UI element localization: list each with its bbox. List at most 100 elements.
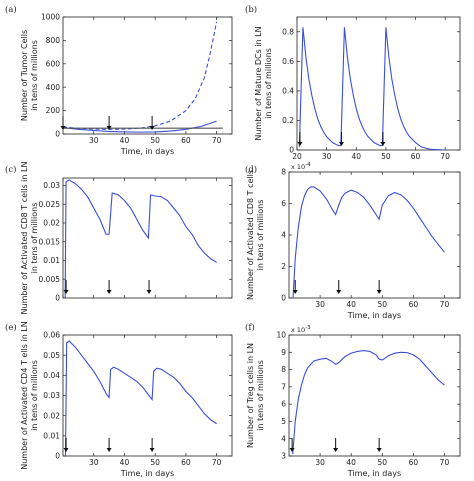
y-tick-label: 2 (281, 262, 286, 271)
x-tick-label: 50 (150, 458, 160, 467)
x-tick-label: 30 (315, 458, 325, 467)
y-tick-label: 7 (281, 382, 286, 391)
axes-frame (296, 16, 461, 151)
y-tick-label: 0 (55, 130, 60, 139)
y-axis-label-line: in tens of millions (264, 48, 273, 119)
y-tick-label: 0.2 (282, 116, 294, 125)
x-tick-label: 40 (346, 458, 356, 467)
x-tick-label: 70 (440, 458, 450, 467)
axes-frame (62, 177, 233, 299)
x-tick-label: 60 (181, 458, 191, 467)
axis-exponent: x 10-3 (291, 325, 311, 334)
axes-frame (288, 171, 461, 299)
treatment-arrow-head (106, 290, 112, 294)
treatment-arrow-head (149, 126, 155, 130)
treatment-arrow-head (376, 448, 382, 452)
series-line-solid (64, 340, 217, 456)
x-tick-label: 20 (292, 152, 302, 161)
treatment-arrow-head (292, 290, 298, 294)
y-axis-label-line: in tens of millions (30, 360, 39, 431)
x-tick-label: 50 (377, 300, 387, 309)
y-axis-label-line: in tens of millions (256, 360, 265, 431)
treatment-arrow-head (146, 290, 152, 294)
axis-exponent-power: -4 (305, 162, 311, 168)
y-tick-label: 0.005 (39, 275, 61, 284)
axes-frame (62, 16, 233, 135)
y-tick-label: 0 (289, 146, 294, 155)
y-tick-label: 6 (281, 199, 286, 208)
treatment-arrow-head (380, 142, 386, 146)
x-tick-label: 60 (409, 300, 419, 309)
y-tick-label: 0.05 (43, 351, 60, 360)
treatment-arrow-head (63, 290, 69, 294)
x-tick-label: 40 (120, 458, 130, 467)
y-axis-label-line: Number of Activated CD4 T ells in LN (20, 321, 29, 470)
treatment-arrow-head (297, 142, 303, 146)
x-axis-label: Time, in days (120, 147, 174, 156)
panel-label: (f) (245, 322, 255, 333)
series-line-solid (64, 179, 217, 298)
y-tick-label: 0.6 (282, 57, 294, 66)
y-tick-label: 0.025 (39, 200, 61, 209)
y-tick-label: 0 (55, 294, 60, 303)
y-tick-label: 0.015 (39, 237, 61, 246)
y-tick-label: 3 (281, 452, 286, 461)
axes-frame (62, 334, 233, 457)
y-tick-label: 200 (46, 106, 61, 115)
x-tick-label: 70 (212, 458, 222, 467)
y-tick-label: 0.4 (282, 86, 294, 95)
panel-label: (d) (245, 164, 257, 175)
y-tick-label: 10 (276, 331, 286, 340)
y-tick-label: 4 (281, 231, 286, 240)
y-tick-label: 5 (281, 417, 286, 426)
y-axis-label-line: in tens of millions (256, 200, 265, 271)
panel-b: (b) 0 0.2 0.4 0.6 0.8 20 30 40 50 60 70 Number of Ma… (245, 4, 461, 161)
y-tick-label: 6 (281, 400, 286, 409)
y-tick-label: 600 (46, 59, 61, 68)
y-axis-label-line: Number of Activated CD8 T cells (246, 170, 255, 300)
y-tick-label: 0.01 (43, 256, 60, 265)
panel-e: (e) 0 0.01 0.02 0.03 0.04 0.05 0.06 30 40 50 60 70 Ti… (5, 321, 233, 478)
x-tick-label: 40 (120, 136, 130, 145)
y-tick-label: 0 (55, 452, 60, 461)
treatment-arrow-head (289, 448, 295, 452)
x-tick-label: 70 (440, 152, 450, 161)
x-tick-label: 60 (181, 136, 191, 145)
panel-label: (e) (5, 322, 17, 333)
y-tick-label: 9 (281, 348, 286, 357)
series-line-solid (292, 350, 445, 455)
panel-f: (f) 3 4 5 6 7 8 9 10 30 40 50 60 70 x 10-3 Time, in day… (245, 322, 461, 478)
panel-d: (d) 0 2 4 6 8 30 40 50 60 70 x 10-4 Time, in days Num… (245, 162, 461, 320)
x-tick-label: 30 (315, 300, 325, 309)
x-tick-label: 30 (89, 458, 99, 467)
y-tick-label: 0 (281, 294, 286, 303)
x-tick-label: 30 (322, 152, 332, 161)
y-tick-label: 0.01 (43, 431, 60, 440)
x-tick-label: 50 (381, 152, 391, 161)
treatment-arrow-head (149, 448, 155, 452)
x-axis-label: Time, in days (347, 469, 401, 478)
panel-a: (a) 0 200 400 600 800 1000 30 40 50 60 70 Time, in d… (5, 4, 233, 156)
x-tick-label: 50 (150, 136, 160, 145)
x-tick-label: 40 (346, 300, 356, 309)
panel-label: (b) (245, 4, 257, 15)
y-tick-label: 0.03 (43, 181, 60, 190)
treatment-arrow-head (376, 290, 382, 294)
treatment-arrow-head (63, 448, 69, 452)
x-tick-label: 40 (351, 152, 361, 161)
x-tick-label: 70 (212, 136, 222, 145)
x-axis-label: Time, in days (347, 311, 401, 320)
treatment-arrow-head (106, 126, 112, 130)
series-line-dashed (63, 21, 218, 130)
x-axis-label: Time, in days (120, 469, 174, 478)
panel-c: (c) 0 0.005 0.01 0.015 0.02 0.025 0.03 Number of… (5, 162, 233, 315)
y-tick-label: 8 (281, 365, 286, 374)
treatment-arrow-head (333, 448, 339, 452)
y-tick-label: 0.02 (43, 219, 60, 228)
treatment-arrow-head (338, 142, 344, 146)
y-tick-label: 8 (281, 168, 286, 177)
y-axis-label-line: Number of Activated CD8 T cells in LN (20, 162, 29, 315)
y-axis-label-line: in tens of millions (30, 203, 39, 274)
treatment-arrow-head (60, 126, 66, 130)
